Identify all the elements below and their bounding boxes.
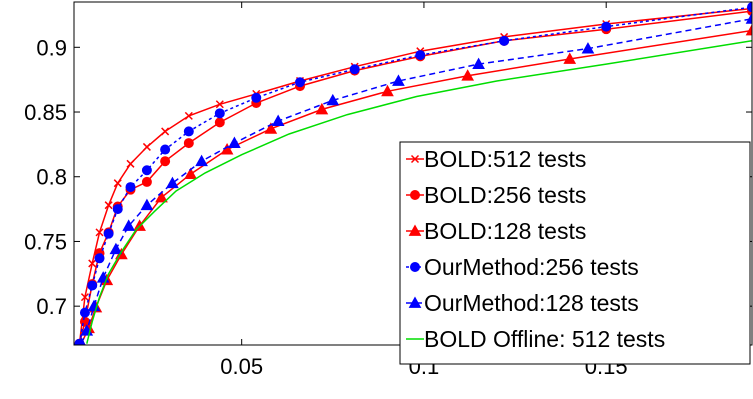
legend-label-1: BOLD:512 tests bbox=[424, 146, 586, 172]
legend-label-2: BOLD:256 tests bbox=[424, 182, 586, 208]
series-5-point-5 bbox=[109, 242, 123, 255]
series-4-point-9 bbox=[160, 144, 171, 155]
legend-label-3: BOLD:128 tests bbox=[424, 218, 586, 244]
series-4-point-5 bbox=[103, 228, 114, 239]
series-5-point-6 bbox=[122, 219, 136, 231]
series-3-point-13 bbox=[461, 69, 475, 81]
series-3-point-14 bbox=[563, 52, 577, 64]
y-tick-label-4: 0.85 bbox=[24, 100, 67, 125]
legend-item-1: BOLD:512 tests bbox=[406, 146, 586, 172]
legend-item-3: BOLD:128 tests bbox=[406, 218, 586, 244]
series-1-point-3-b bbox=[88, 259, 97, 268]
legend-item-4: OurMethod:256 tests bbox=[406, 254, 639, 280]
series-2-point-10 bbox=[183, 138, 194, 149]
series-1-point-10 bbox=[184, 111, 193, 120]
series-4-point-13 bbox=[295, 77, 305, 88]
series-5-line bbox=[80, 18, 752, 344]
series-1-point-11 bbox=[215, 100, 224, 109]
series-1-point-4-b bbox=[95, 228, 104, 237]
series-3-point-15 bbox=[745, 23, 752, 36]
series-1-point-8-b bbox=[142, 142, 151, 151]
series-4-point-11 bbox=[214, 108, 225, 119]
legend-swatch-marker-1-b bbox=[410, 154, 420, 164]
series-4-point-3 bbox=[87, 280, 98, 291]
legend-item-2: BOLD:256 tests bbox=[406, 182, 586, 208]
series-1-point-3 bbox=[88, 259, 97, 268]
legend-label-6: BOLD Offline: 512 tests bbox=[424, 326, 665, 352]
series-5-point-13 bbox=[392, 74, 405, 86]
y-tick-label-3: 0.8 bbox=[36, 165, 67, 190]
series-4-point-15 bbox=[415, 50, 426, 61]
series-1-point-2 bbox=[80, 293, 89, 302]
series-1-point-7 bbox=[126, 159, 135, 168]
series-2-point-8 bbox=[141, 176, 152, 187]
series-1-point-9-b bbox=[161, 127, 170, 136]
series-5-point-10 bbox=[228, 136, 241, 148]
series-3-point-10 bbox=[264, 122, 278, 134]
series-3-point-7 bbox=[155, 190, 168, 203]
series-6 bbox=[86, 40, 752, 344]
series-3-point-12 bbox=[381, 84, 394, 97]
series-3-point-11 bbox=[315, 102, 329, 115]
series-4-point-16 bbox=[499, 35, 510, 46]
series-1-point-8 bbox=[142, 142, 151, 151]
legend-item-6: BOLD Offline: 512 tests bbox=[406, 326, 665, 352]
legend: BOLD:512 tests BOLD:256 tests BOLD:128 tes… bbox=[399, 141, 751, 365]
legend-swatch-marker-1 bbox=[410, 154, 420, 164]
legend-swatch-marker-4 bbox=[410, 262, 420, 272]
legend-label-5: OurMethod:128 tests bbox=[424, 290, 639, 316]
series-1-point-9 bbox=[161, 127, 170, 136]
legend-swatch-marker-3 bbox=[408, 224, 422, 236]
series-6-line bbox=[86, 40, 752, 344]
series-2-point-9 bbox=[160, 156, 171, 167]
series-4-point-17 bbox=[601, 21, 612, 32]
series-4-point-4 bbox=[94, 253, 105, 264]
legend-box bbox=[399, 141, 751, 365]
series-1-point-6-b bbox=[113, 179, 122, 188]
series-4-point-18 bbox=[747, 2, 752, 13]
series-4-line bbox=[78, 6, 752, 344]
series-1-point-11-b bbox=[215, 100, 224, 109]
series-5-point-14 bbox=[472, 57, 485, 70]
series-5-point-15 bbox=[581, 42, 595, 54]
series-4-point-7 bbox=[125, 182, 136, 193]
y-tick-label-1: 0.7 bbox=[36, 294, 67, 319]
series-1-point-5-b bbox=[104, 201, 113, 210]
series-1-point-10-b bbox=[184, 111, 193, 120]
legend-item-5: OurMethod:128 tests bbox=[406, 290, 639, 316]
series-1-point-4 bbox=[95, 228, 104, 237]
series-4-point-12 bbox=[251, 92, 262, 103]
x-tick-label-1: 0.05 bbox=[220, 354, 263, 379]
series-1-point-7-b bbox=[126, 159, 135, 168]
series-1-line bbox=[78, 7, 752, 344]
series-5-point-9 bbox=[195, 154, 208, 167]
series-5-point-11 bbox=[271, 114, 285, 126]
series-4-point-6 bbox=[112, 204, 123, 215]
series-2-point-11 bbox=[214, 117, 225, 128]
series-5-point-1 bbox=[76, 337, 86, 345]
y-tick-label-5: 0.9 bbox=[36, 35, 67, 60]
series-4-point-14 bbox=[349, 64, 360, 75]
series-5-point-7 bbox=[140, 198, 154, 211]
plot-area bbox=[74, 2, 752, 345]
series-4-point-8 bbox=[141, 165, 152, 176]
series-5-point-8 bbox=[166, 176, 179, 189]
series-4-point-10 bbox=[183, 126, 194, 137]
legend-swatch-marker-2 bbox=[410, 190, 420, 200]
series-5-point-16 bbox=[745, 12, 752, 24]
series-4-point-2 bbox=[79, 307, 90, 318]
series-3-point-8 bbox=[184, 167, 197, 180]
series-5-point-12 bbox=[326, 93, 340, 106]
legend-label-4: OurMethod:256 tests bbox=[424, 254, 639, 280]
series-1-point-2-b bbox=[80, 293, 89, 302]
y-tick-label-2: 0.75 bbox=[24, 229, 67, 254]
series-1-point-6 bbox=[113, 179, 122, 188]
series-1-point-5 bbox=[104, 201, 113, 210]
legend-swatch-marker-5 bbox=[408, 296, 422, 308]
